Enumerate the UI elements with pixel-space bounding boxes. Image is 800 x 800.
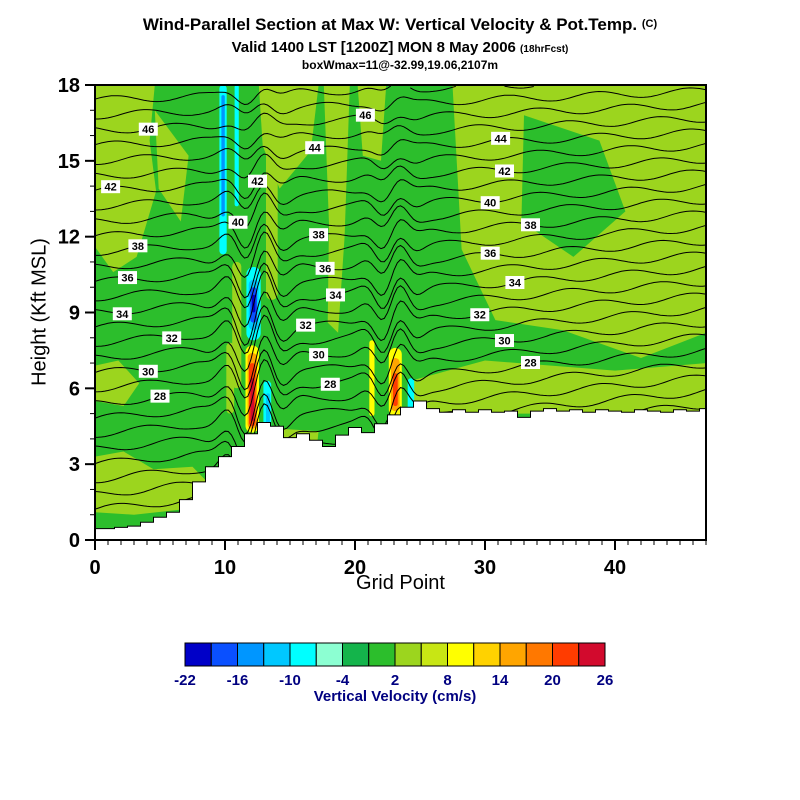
svg-text:28: 28 [154, 391, 166, 403]
svg-text:20: 20 [544, 672, 561, 689]
svg-text:12: 12 [58, 227, 80, 249]
svg-text:32: 32 [474, 310, 486, 322]
svg-text:42: 42 [498, 166, 510, 178]
svg-text:-16: -16 [227, 672, 249, 689]
y-axis-label: Height (Kft MSL) [28, 238, 51, 386]
svg-text:0: 0 [69, 530, 80, 552]
svg-text:20: 20 [344, 557, 366, 579]
svg-text:28: 28 [524, 358, 536, 370]
svg-text:40: 40 [232, 217, 244, 229]
svg-text:-4: -4 [336, 672, 350, 689]
svg-text:34: 34 [329, 290, 342, 302]
svg-text:-10: -10 [279, 672, 301, 689]
svg-text:28: 28 [324, 379, 336, 391]
svg-text:46: 46 [142, 124, 154, 136]
svg-text:9: 9 [69, 303, 80, 325]
svg-text:8: 8 [443, 672, 451, 689]
svg-text:36: 36 [121, 273, 133, 285]
svg-text:14: 14 [492, 672, 509, 689]
valid-time-text: Valid 1400 LST [1200Z] MON 8 May 2006 [231, 39, 516, 56]
svg-text:36: 36 [319, 263, 331, 275]
svg-text:40: 40 [604, 557, 626, 579]
chart-title: Wind-Parallel Section at Max W: Vertical… [0, 15, 800, 35]
svg-text:10: 10 [214, 557, 236, 579]
svg-text:3: 3 [69, 454, 80, 476]
chart-subtitle: Valid 1400 LST [1200Z] MON 8 May 2006 (1… [0, 39, 800, 56]
svg-text:0: 0 [89, 557, 100, 579]
svg-text:2: 2 [391, 672, 399, 689]
svg-text:36: 36 [484, 248, 496, 260]
svg-text:44: 44 [309, 143, 322, 155]
svg-text:18: 18 [58, 75, 80, 97]
chart-title-units: (C) [641, 18, 658, 30]
svg-text:42: 42 [251, 176, 263, 188]
svg-text:34: 34 [509, 278, 522, 290]
svg-text:32: 32 [299, 320, 311, 332]
wmax-info-line: boxWmax=11@-32.99,19.06,2107m [301, 58, 499, 72]
svg-text:34: 34 [116, 309, 129, 321]
x-axis-label: Grid Point [356, 572, 445, 594]
svg-text:46: 46 [359, 110, 371, 122]
colorbar-label: Vertical Velocity (cm/s) [313, 688, 477, 705]
chart-title-text: Wind-Parallel Section at Max W: Vertical… [142, 15, 638, 34]
svg-text:30: 30 [142, 366, 154, 378]
svg-text:15: 15 [58, 151, 80, 173]
svg-text:44: 44 [494, 133, 507, 145]
svg-text:-22: -22 [174, 672, 196, 689]
svg-text:42: 42 [104, 182, 116, 194]
svg-text:30: 30 [474, 557, 496, 579]
svg-text:30: 30 [498, 336, 510, 348]
forecast-hour-text: (18hrFcst) [520, 44, 569, 55]
svg-text:40: 40 [484, 198, 496, 210]
svg-text:30: 30 [312, 350, 324, 362]
svg-text:6: 6 [69, 378, 80, 400]
svg-text:38: 38 [312, 230, 324, 242]
svg-text:38: 38 [132, 241, 144, 253]
svg-text:26: 26 [597, 672, 614, 689]
svg-text:38: 38 [524, 220, 536, 232]
svg-text:32: 32 [166, 333, 178, 345]
